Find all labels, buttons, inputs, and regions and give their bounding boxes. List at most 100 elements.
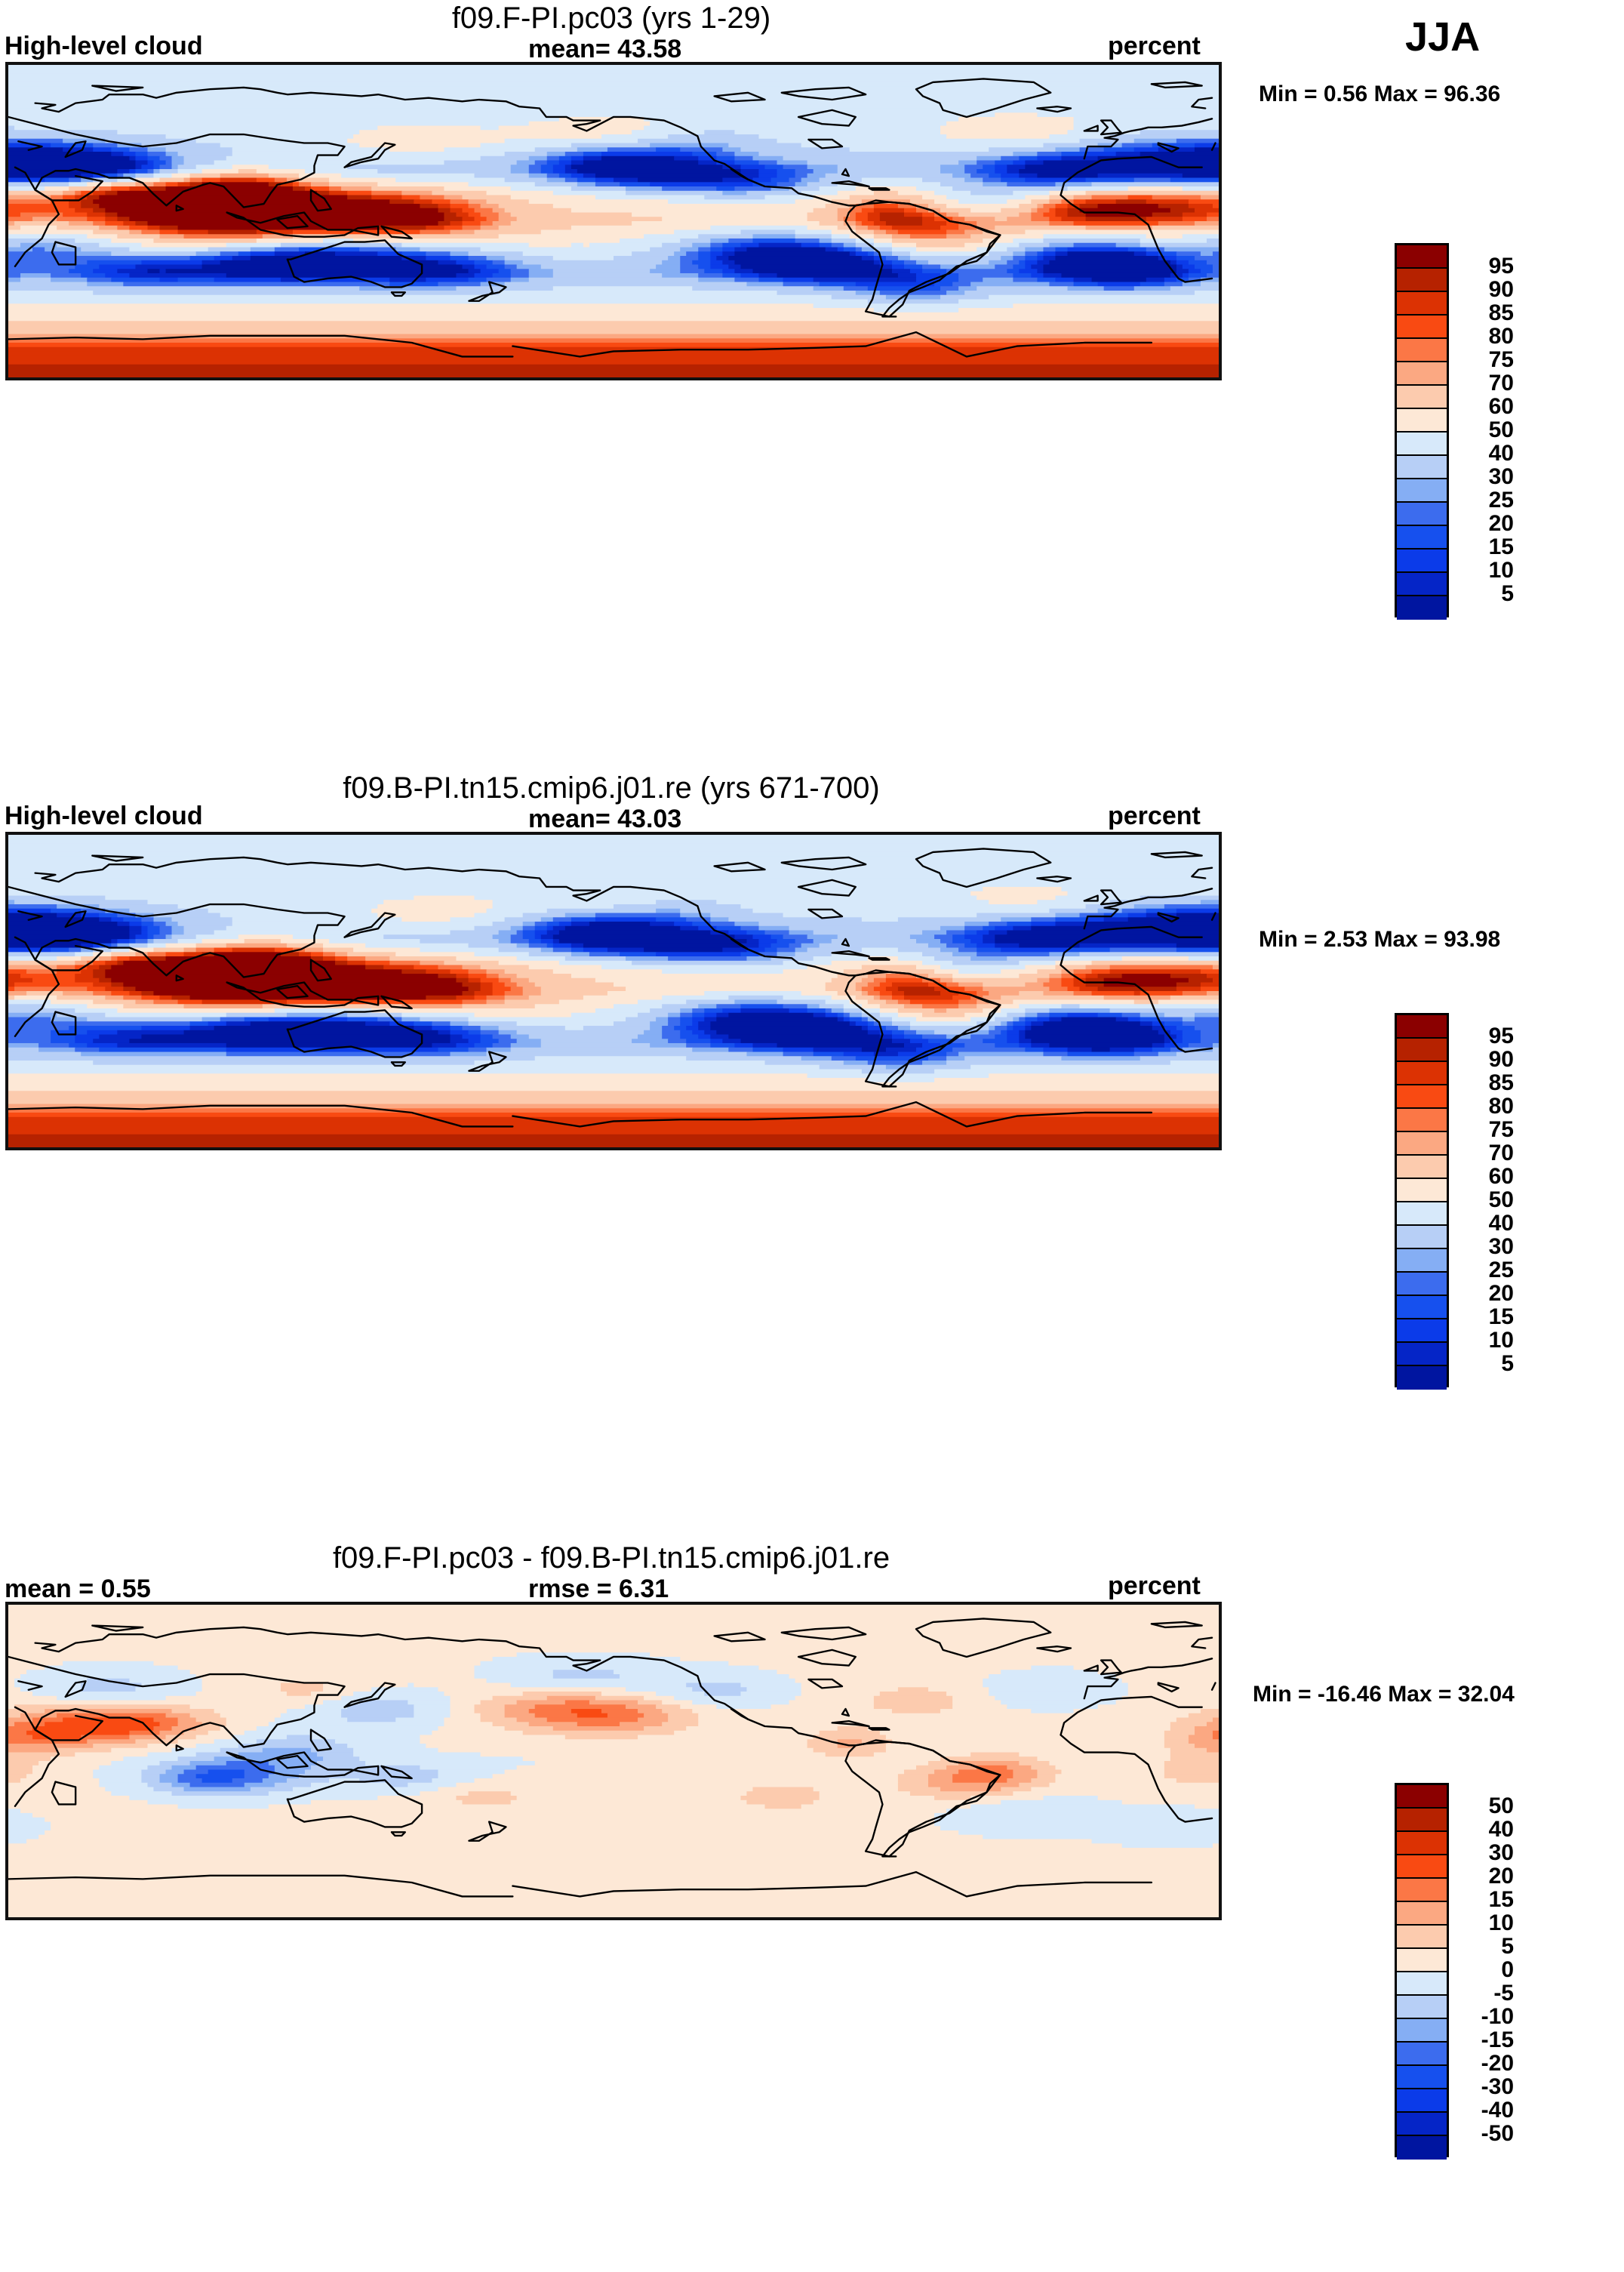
colorbar-absolute-2: 95 90 85 80 75 70 60 50 40 30 25 20 15 10 5 (1395, 1013, 1568, 1390)
colorbar-band (1397, 1015, 1447, 1039)
panel-title: f09.B-PI.tn15.cmip6.j01.re (yrs 671-700) (343, 771, 880, 805)
colorbar-tick: 5 (1501, 581, 1514, 606)
colorbar-band (1397, 386, 1447, 409)
rmse-label: rmse = 6.31 (528, 1575, 669, 1603)
colorbar-band (1397, 573, 1447, 596)
colorbar-band (1397, 245, 1447, 269)
colorbar-band (1397, 1785, 1447, 1809)
colorbar-band (1397, 1879, 1447, 1902)
colorbar-tick: 30 (1488, 1840, 1514, 1865)
panel-title: f09.F-PI.pc03 (yrs 1-29) (451, 2, 771, 35)
map-svg (8, 65, 1219, 377)
colorbar-band (1397, 2089, 1447, 2113)
mean-label: mean = 0.55 (5, 1575, 151, 1603)
colorbar-tick: 15 (1488, 1304, 1514, 1329)
colorbar-tick: 30 (1488, 1234, 1514, 1259)
colorbar-band (1397, 503, 1447, 526)
colorbar-tick: -10 (1481, 2004, 1514, 2029)
colorbar-band (1397, 1109, 1447, 1132)
colorbar-tick: 70 (1488, 371, 1514, 396)
colorbar-tick: 50 (1488, 1187, 1514, 1212)
colorbar-tick: 80 (1488, 1094, 1514, 1119)
colorbar-tick: 60 (1488, 394, 1514, 419)
minmax-label: Min = 2.53 Max = 93.98 (1259, 927, 1501, 952)
colorbar-band (1397, 1132, 1447, 1156)
colorbar-tick: 40 (1488, 1817, 1514, 1842)
colorbar-tick: -40 (1481, 2098, 1514, 2123)
colorbar-tick: 85 (1488, 300, 1514, 325)
colorbar-tick: 10 (1488, 1910, 1514, 1935)
colorbar-band (1397, 1273, 1447, 1296)
colorbar-tick: 5 (1501, 1934, 1514, 1959)
colorbar-tick: 75 (1488, 1117, 1514, 1142)
colorbar-band (1397, 269, 1447, 292)
colorbar-band (1397, 292, 1447, 316)
variable-label: High-level cloud (5, 802, 203, 830)
colorbar-band (1397, 550, 1447, 573)
colorbar-band (1397, 1085, 1447, 1109)
colorbar-band (1397, 2136, 1447, 2160)
coastlines (8, 1618, 1216, 1898)
colorbar-band (1397, 1343, 1447, 1366)
colorbar-tick: 10 (1488, 558, 1514, 583)
contour-fill (8, 1605, 1219, 1917)
contour-fill (8, 65, 1219, 377)
colorbar-tick: 20 (1488, 1281, 1514, 1306)
colorbar-tick: 40 (1488, 441, 1514, 466)
colorbar-band (1397, 2066, 1447, 2089)
colorbar-band (1397, 2043, 1447, 2066)
colorbar-tick: 15 (1488, 1887, 1514, 1912)
colorbar-tick: -20 (1481, 2051, 1514, 2076)
colorbar-tick: 15 (1488, 534, 1514, 559)
colorbar-band (1397, 1226, 1447, 1249)
colorbar-tick: 50 (1488, 1793, 1514, 1818)
colorbar-tick: 80 (1488, 324, 1514, 349)
map-plot-control (5, 832, 1222, 1150)
colorbar-tick: 75 (1488, 347, 1514, 372)
colorbar-band (1397, 362, 1447, 386)
map-svg (8, 835, 1219, 1147)
colorbar-tick: 40 (1488, 1211, 1514, 1236)
colorbar-tick: -5 (1493, 1981, 1514, 2006)
colorbar-band (1397, 526, 1447, 550)
colorbar-band (1397, 1202, 1447, 1226)
colorbar-tick: 20 (1488, 1864, 1514, 1889)
colorbar-tick: 25 (1488, 1258, 1514, 1282)
colorbar-band (1397, 479, 1447, 503)
mean-label: mean= 43.03 (528, 805, 682, 833)
colorbar-band (1397, 1179, 1447, 1202)
units-label: percent (1108, 802, 1201, 830)
map-plot-test (5, 62, 1222, 380)
colorbar-band (1397, 339, 1447, 362)
colorbar-difference: 50 40 30 20 15 10 5 0 -5 -10 -15 -20 -30 -40 -50 (1395, 1783, 1568, 2160)
colorbar-band (1397, 2019, 1447, 2043)
colorbar-band (1397, 316, 1447, 339)
colorbar-band (1397, 1832, 1447, 1855)
units-label: percent (1108, 1572, 1201, 1600)
minmax-label: Min = 0.56 Max = 96.36 (1259, 82, 1501, 106)
coastlines (8, 78, 1216, 358)
colorbar-band (1397, 433, 1447, 456)
colorbar-tick: 5 (1501, 1351, 1514, 1376)
colorbar-tick: 10 (1488, 1328, 1514, 1353)
contour-fill (8, 835, 1219, 1147)
colorbar-band (1397, 1156, 1447, 1179)
colorbar-band (1397, 456, 1447, 479)
colorbar-band (1397, 2113, 1447, 2136)
colorbar-tick: 70 (1488, 1141, 1514, 1165)
colorbar-tick: -30 (1481, 2074, 1514, 2099)
colorbar-band (1397, 1296, 1447, 1319)
colorbar-band (1397, 1855, 1447, 1879)
colorbar-tick: 0 (1501, 1957, 1514, 1982)
colorbar-tick: 60 (1488, 1164, 1514, 1189)
minmax-label: Min = -16.46 Max = 32.04 (1253, 1682, 1515, 1707)
colorbar-band (1397, 1809, 1447, 1832)
colorbar-tick: 90 (1488, 1047, 1514, 1072)
colorbar-band (1397, 1902, 1447, 1926)
season-label: JJA (1405, 14, 1481, 60)
colorbar-band (1397, 1949, 1447, 1972)
colorbar-band (1397, 1972, 1447, 1996)
colorbar-tick: 30 (1488, 464, 1514, 489)
mean-label: mean= 43.58 (528, 35, 682, 63)
colorbar-band (1397, 1039, 1447, 1062)
